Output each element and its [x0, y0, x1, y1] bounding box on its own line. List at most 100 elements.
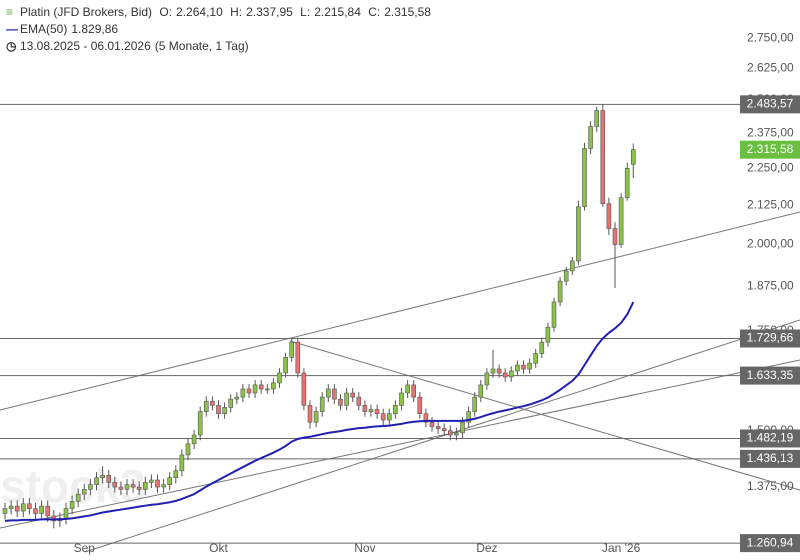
candle-body — [630, 149, 636, 165]
candle-body — [618, 197, 624, 245]
candle-body — [582, 148, 587, 208]
ohlc-key: O: — [159, 5, 173, 19]
y-tick-label: 2.125,00 — [747, 197, 794, 211]
candle-body — [20, 503, 26, 512]
candle-body — [362, 405, 368, 412]
period: (5 Monate, 1 Tag) — [154, 39, 249, 53]
clock-icon: ◷ — [6, 39, 17, 53]
candle-body — [460, 421, 465, 434]
candle-body — [149, 479, 154, 483]
candle-body — [277, 372, 282, 384]
candle-body — [289, 341, 295, 358]
level-box — [740, 534, 800, 553]
candle-body — [136, 486, 142, 490]
ohlc-key: L: — [300, 5, 311, 19]
ohlc-value: 2.215,84 — [314, 5, 361, 19]
candle-body — [393, 405, 398, 414]
candle-body — [557, 280, 563, 303]
candle-body — [246, 388, 252, 394]
candle-body — [271, 382, 276, 390]
candle-body — [106, 475, 111, 483]
candle-body — [143, 482, 148, 490]
candle-body — [374, 409, 380, 414]
candle-body — [112, 482, 118, 488]
candle-body — [521, 364, 526, 370]
candle-body — [508, 370, 514, 378]
level-label: 1.633,35 — [747, 368, 794, 382]
level-label: 2.483,57 — [747, 97, 794, 111]
legend-row: — EMA(50) 1.829,86 — [6, 21, 435, 38]
candle-body — [539, 341, 545, 354]
x-tick-label: Nov — [354, 541, 375, 555]
y-tick-label: 2.625,00 — [747, 61, 794, 75]
candle-body — [295, 341, 301, 374]
candle-body — [130, 484, 136, 488]
candle-body — [197, 411, 203, 436]
candle-body — [161, 484, 166, 488]
trend-line — [84, 319, 800, 553]
candle-body — [325, 388, 331, 398]
ohlc-key: C: — [368, 5, 381, 19]
level-label: 1.729,66 — [747, 331, 794, 345]
x-tick-label: Jan '26 — [602, 541, 641, 555]
candle-body — [466, 411, 471, 423]
current-price-label: 2.315,58 — [747, 142, 794, 156]
y-tick-label: 2.250,00 — [747, 160, 794, 174]
candle-body — [94, 477, 99, 486]
candle-body — [380, 413, 386, 421]
candle-body — [576, 206, 581, 262]
candle-body — [185, 443, 191, 456]
candle-body — [612, 228, 618, 245]
y-tick-label: 2.375,00 — [747, 125, 794, 139]
candle-body — [478, 384, 484, 398]
candle-body — [88, 484, 93, 490]
candle-body — [332, 388, 337, 400]
ohlc-value: 2.315,58 — [384, 5, 431, 19]
ohlc-value: 2.264,10 — [176, 5, 223, 19]
candle-body — [319, 396, 325, 412]
level-label: 1.482,19 — [747, 431, 794, 445]
candle-body — [551, 301, 557, 328]
trend-line — [289, 340, 800, 491]
instrument: Platin (JFD Brokers, Bid) — [20, 5, 153, 19]
icon: ≡ — [6, 5, 14, 19]
candle-body — [301, 372, 307, 406]
candle-body — [429, 421, 435, 427]
level-box — [740, 366, 800, 385]
candle-body — [307, 405, 313, 423]
level-box — [740, 449, 800, 468]
y-tick-label: 2.750,00 — [747, 31, 794, 45]
candle-body — [441, 428, 447, 432]
level-label: 1.260,94 — [747, 535, 794, 549]
candle-body — [173, 470, 179, 479]
candle-body — [124, 484, 130, 490]
candle-body — [502, 372, 508, 378]
x-tick-label: Sep — [74, 541, 96, 555]
candle-body — [14, 505, 20, 512]
candle-body — [405, 384, 410, 394]
candle-body — [155, 479, 160, 488]
candle-body — [75, 493, 81, 502]
ema-line — [4, 301, 635, 522]
legend-row: ≡ Platin (JFD Brokers, Bid) O: 2.264,10 H:… — [6, 4, 435, 21]
candle-body — [100, 475, 105, 479]
y-tick-label: 1.875,00 — [747, 278, 794, 292]
level-box — [740, 95, 800, 114]
candle-body — [423, 413, 429, 423]
candle-body — [338, 398, 343, 406]
candle-body — [82, 489, 87, 495]
candle-body — [283, 357, 288, 374]
ema-name: EMA(50) — [20, 22, 68, 36]
candle-body — [515, 364, 520, 372]
candle-body — [496, 368, 502, 374]
candle-body — [484, 372, 490, 386]
candle-body — [435, 426, 441, 429]
candle-body — [344, 392, 349, 406]
candle-body — [63, 508, 69, 519]
candle-body — [368, 409, 374, 412]
candle-body — [252, 384, 258, 394]
y-tick-label: 2.000,00 — [747, 237, 794, 251]
y-tick-label: 1.375,00 — [747, 479, 794, 493]
candle-body — [417, 396, 423, 414]
